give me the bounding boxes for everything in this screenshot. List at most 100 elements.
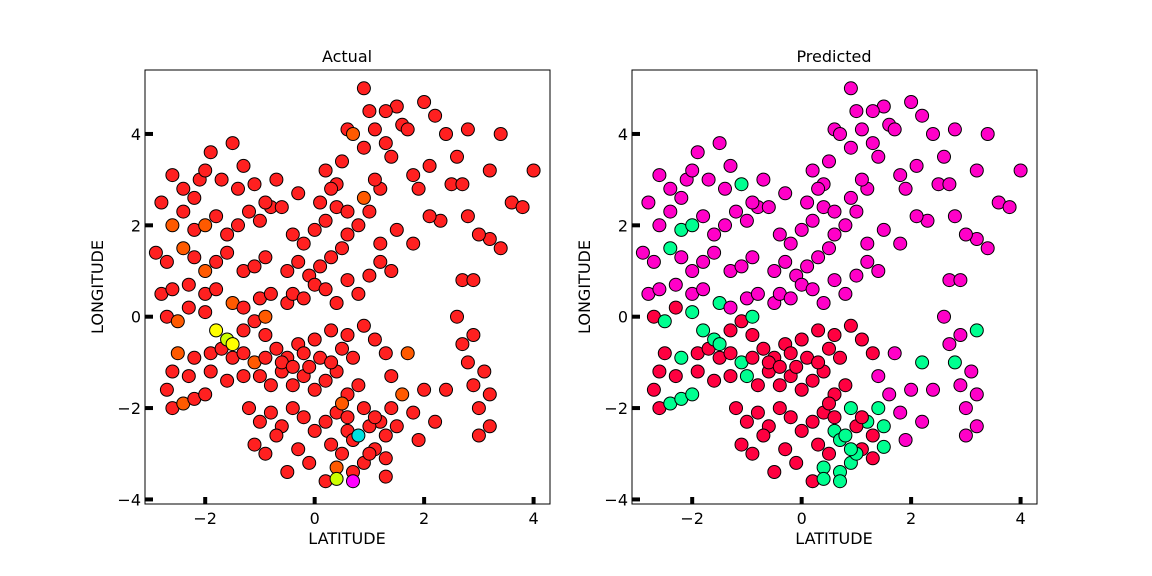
actual-point-96 [356,140,371,155]
predicted-point-26 [652,282,667,297]
predicted-point-138 [893,405,908,420]
predicted-point-182 [871,401,886,416]
actual-point-92 [335,154,349,169]
actual-point-165 [247,437,262,452]
actual-point-4 [198,387,213,402]
actual-point-137 [417,382,432,397]
predicted-point-52 [729,204,743,219]
actual-point-167 [269,428,284,443]
predicted-point-90 [805,163,820,178]
actual-y-tick-label: −2 [117,399,141,418]
predicted-point-66 [783,236,798,251]
predicted-point-204 [865,346,880,361]
predicted-point-124 [980,241,995,256]
predicted-point-137 [904,382,919,397]
predicted-point-46 [663,204,678,219]
predicted-point-96 [843,140,858,155]
actual-point-106 [422,158,437,173]
actual-point-159 [285,401,300,416]
predicted-point-70 [767,264,782,278]
actual-point-212 [324,355,339,370]
predicted-point-40 [696,254,711,269]
actual-point-61 [236,158,251,173]
predicted-point-87 [849,268,864,283]
actual-point-192 [356,401,371,416]
predicted-point-50 [707,227,722,242]
actual-point-188 [329,471,344,486]
actual-point-148 [285,378,300,393]
predicted-point-185 [838,428,853,443]
predicted-point-109 [947,122,962,137]
actual-point-40 [209,254,224,269]
actual-point-68 [318,213,333,228]
predicted-point-116 [893,236,908,251]
actual-plot-frame [144,69,551,505]
predicted-point-29 [696,282,711,297]
actual-point-94 [346,127,360,141]
predicted-point-198 [783,346,798,361]
predicted-point-232 [843,442,858,457]
predicted-point-145 [739,369,754,384]
actual-point-107 [439,127,453,141]
actual-point-62 [247,177,262,192]
actual-point-41 [220,245,235,260]
predicted-x-tick-label: −2 [680,509,704,528]
actual-point-44 [258,250,273,265]
predicted-point-85 [827,273,842,288]
actual-point-36 [159,254,174,269]
actual-point-222 [324,181,339,196]
predicted-point-63 [745,195,760,210]
predicted-point-219 [756,172,771,187]
predicted-point-115 [876,222,891,237]
predicted-point-108 [937,149,951,164]
actual-point-65 [285,227,300,242]
actual-point-139 [395,387,410,402]
predicted-point-132 [953,378,968,393]
predicted-point-131 [964,364,979,379]
predicted-point-7 [690,364,705,379]
actual-point-105 [411,181,426,196]
actual-point-190 [378,469,393,484]
predicted-point-128 [953,328,968,342]
actual-point-161 [307,423,322,438]
actual-point-141 [482,419,497,434]
actual-point-76 [340,227,355,242]
predicted-point-156 [739,414,754,429]
predicted-point-95 [843,81,858,96]
predicted-y-tick-label: 0 [618,308,628,327]
actual-point-151 [318,373,333,388]
predicted-point-122 [1013,163,1028,178]
predicted-point-78 [849,204,864,219]
actual-point-0 [159,382,174,397]
predicted-point-203 [854,332,869,347]
predicted-point-36 [646,254,661,269]
actual-point-43 [247,259,262,274]
predicted-x-tick-label: 4 [1015,509,1025,528]
actual-point-201 [340,328,355,342]
actual-point-6 [181,369,196,384]
actual-y-axis-label: LONGITUDE [88,240,107,334]
actual-point-138 [406,405,421,420]
actual-point-195 [258,328,273,342]
predicted-point-217 [685,163,700,178]
actual-point-128 [466,328,481,342]
predicted-point-126 [953,273,968,288]
actual-point-133 [482,387,497,402]
predicted-point-205 [723,346,738,361]
predicted-point-189 [833,474,847,489]
predicted-x-axis-label: LATITUDE [795,529,872,548]
actual-point-114 [493,127,508,141]
actual-y-tick-label: 0 [131,308,141,327]
predicted-point-103 [904,95,919,109]
predicted-point-11 [674,350,689,365]
predicted-point-67 [794,222,809,237]
predicted-point-168 [778,442,793,457]
actual-point-127 [450,309,464,324]
actual-point-168 [291,442,306,457]
actual-point-18 [198,305,213,320]
predicted-point-160 [783,410,798,425]
predicted-point-199 [794,332,809,347]
actual-point-131 [477,364,492,379]
actual-point-160 [296,410,311,425]
actual-point-169 [302,455,317,470]
